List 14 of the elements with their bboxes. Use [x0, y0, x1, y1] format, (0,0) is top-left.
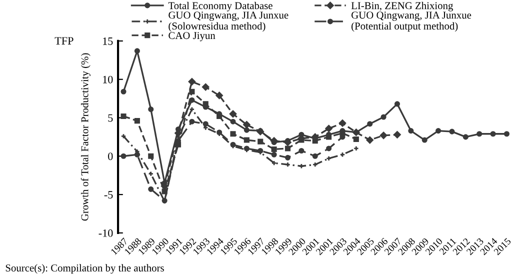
legend-label: Total Economy Database	[168, 2, 272, 12]
y-tick-label: -5	[104, 191, 113, 198]
y-tick-label: 15	[103, 37, 113, 45]
y-tick-label: -10	[98, 229, 113, 237]
y-tick-label: 0	[108, 152, 113, 160]
legend-label: GUO Qingwang, JIA Junxue (Potential output method)	[352, 12, 472, 32]
text: TFP	[54, 37, 74, 44]
legend-label: LI-Bin, ZENG Zhixiong	[351, 2, 454, 12]
source-note: Source(s): Compilation by the authors	[6, 264, 164, 274]
y-tick-label: 5	[108, 114, 113, 122]
legend-label: CAO Jiyun	[168, 32, 216, 42]
legend-label: GUO Qingwang, JIA Junxue (Solowresidua method)	[168, 12, 288, 32]
y-axis-title: Growth of Total Factor Productivity (%)	[80, 53, 90, 221]
y-tick-label: 10	[103, 76, 113, 84]
